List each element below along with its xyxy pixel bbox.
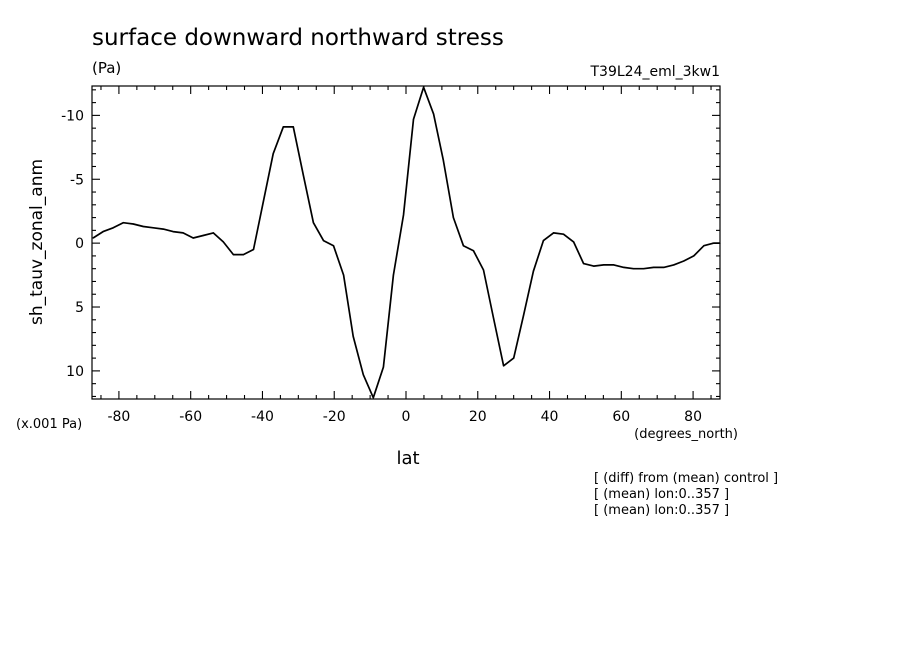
data-point	[112, 227, 114, 229]
data-point	[562, 233, 565, 235]
data-point	[122, 222, 124, 224]
data-point	[513, 357, 515, 359]
data-point	[282, 126, 284, 128]
data-point	[423, 86, 425, 88]
y-scale-note: (x.001 Pa)	[16, 417, 82, 432]
data-point	[623, 266, 625, 268]
data-point	[523, 314, 525, 316]
data-point	[172, 231, 174, 233]
x-tick-label: 20	[469, 409, 487, 425]
x-tick-label: -20	[323, 409, 346, 425]
data-point	[493, 317, 495, 320]
data-point	[222, 241, 224, 243]
series-points	[92, 86, 721, 399]
x-tick-label: -40	[251, 409, 274, 425]
data-point	[653, 266, 655, 268]
data-point	[262, 201, 264, 203]
plot-frame	[91, 85, 721, 400]
data-point	[643, 268, 645, 270]
x-tick-label: -80	[107, 409, 130, 425]
data-point	[412, 118, 415, 120]
chart-title: surface downward northward stress	[92, 25, 504, 51]
data-point	[613, 264, 615, 266]
data-point	[542, 240, 545, 242]
y-tick-label: -5	[70, 172, 84, 188]
series-line	[92, 86, 720, 399]
x-tick-label: 40	[541, 409, 559, 425]
data-point	[683, 260, 685, 262]
data-point	[332, 245, 335, 247]
data-point	[252, 248, 255, 251]
data-point	[152, 227, 154, 229]
data-point	[232, 254, 234, 256]
x-tick-label: 0	[402, 409, 411, 425]
data-point	[292, 126, 294, 128]
note-line-2: [ (mean) lon:0..357 ]	[594, 487, 729, 502]
data-point	[603, 264, 605, 266]
y-tick-label: -10	[61, 108, 84, 124]
data-point	[402, 214, 405, 216]
data-point	[142, 225, 144, 228]
data-point	[352, 335, 354, 337]
data-point	[532, 270, 535, 272]
y-axis-label: sh_tauv_zonal_anm	[27, 159, 47, 325]
data-point	[593, 265, 595, 267]
note-line-3: [ (mean) lon:0..357 ]	[594, 503, 729, 518]
data-point	[462, 245, 464, 247]
y-tick-labels: -10 -5 0 5 10	[61, 108, 84, 380]
data-point	[663, 266, 665, 268]
x-tick-label: 80	[684, 409, 702, 425]
data-point	[442, 159, 444, 161]
data-point	[382, 366, 384, 368]
data-point	[503, 365, 505, 367]
data-point	[212, 232, 214, 234]
data-point	[673, 264, 675, 266]
data-point	[372, 397, 374, 399]
note-line-1: [ (diff) from (mean) control ]	[594, 471, 778, 486]
data-point	[472, 250, 475, 252]
x-units-label: (degrees_north)	[634, 427, 738, 442]
data-point	[182, 232, 184, 234]
data-point	[242, 254, 244, 256]
y-tick-label: 0	[75, 236, 84, 252]
data-point	[302, 174, 304, 176]
y-tick-label: 10	[66, 364, 84, 380]
data-point	[573, 241, 575, 243]
x-tick-label: -60	[179, 409, 202, 425]
data-point	[433, 113, 435, 115]
data-point	[362, 374, 364, 376]
x-tick-labels: -80 -60 -40 -20 0 20 40 60 80	[107, 409, 702, 425]
data-point	[552, 232, 555, 234]
data-point	[322, 240, 325, 242]
data-point	[713, 242, 715, 244]
data-point	[202, 234, 204, 237]
data-point	[272, 153, 274, 155]
y-tick-label: 5	[75, 300, 84, 316]
data-point	[192, 237, 194, 239]
data-point	[703, 245, 705, 247]
units-label: (Pa)	[92, 59, 121, 77]
data-point	[452, 217, 454, 219]
x-axis-label: lat	[396, 448, 419, 469]
data-point	[162, 228, 164, 230]
data-point	[343, 274, 345, 276]
tick-marks	[92, 86, 720, 399]
data-point	[632, 268, 635, 270]
data-point	[102, 231, 104, 233]
data-point	[693, 255, 695, 257]
data-point	[132, 223, 134, 225]
data-point	[482, 269, 485, 271]
data-point	[92, 237, 94, 239]
data-point	[312, 222, 314, 224]
data-point	[583, 263, 585, 265]
run-label: T39L24_eml_3kw1	[590, 64, 721, 80]
data-point	[719, 242, 721, 244]
data-point	[392, 274, 394, 276]
x-tick-label: 60	[612, 409, 630, 425]
